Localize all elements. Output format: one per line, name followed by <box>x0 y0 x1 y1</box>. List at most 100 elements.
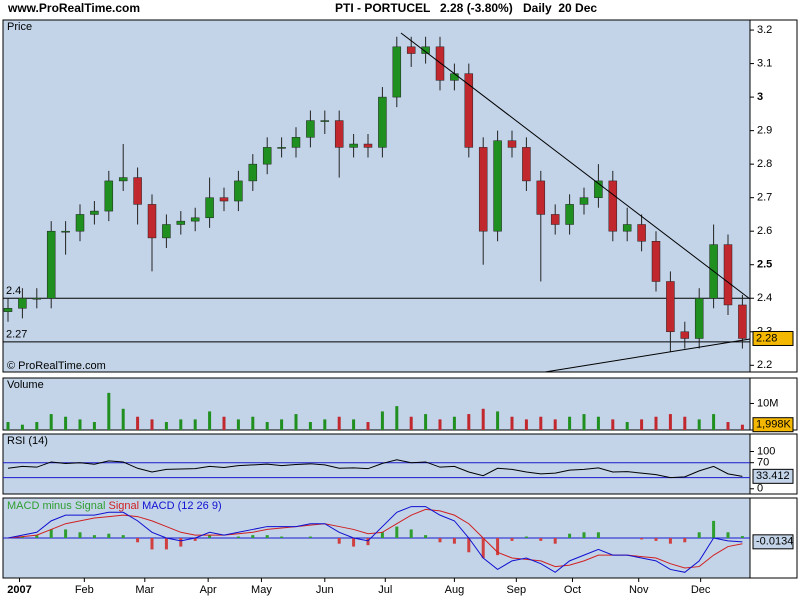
candle-body <box>320 120 330 122</box>
histogram-bar <box>568 533 572 538</box>
volume-bar <box>726 422 730 430</box>
candle-body <box>234 180 243 202</box>
volume-bar <box>553 419 557 430</box>
panel-background <box>2 433 751 495</box>
histogram-bar <box>136 538 140 543</box>
histogram-bar <box>35 535 39 538</box>
candle-body <box>133 177 142 205</box>
volume-bar <box>265 422 269 430</box>
volume-bar <box>337 416 341 430</box>
candle-body <box>478 147 488 232</box>
histogram-bar <box>64 529 68 538</box>
last-value-box <box>752 534 794 550</box>
histogram-bar <box>697 532 701 538</box>
volume-bar <box>740 424 744 430</box>
histogram-bar <box>582 532 586 538</box>
candle-body <box>666 281 675 333</box>
volume-bar <box>92 422 96 430</box>
histogram-bar <box>150 538 154 550</box>
histogram-bar <box>539 538 543 541</box>
volume-bar <box>164 422 168 430</box>
candle-body <box>18 297 27 309</box>
histogram-bar <box>121 535 125 538</box>
level-label: 2.27 <box>6 329 27 341</box>
candle-body <box>738 304 747 339</box>
candle-body <box>162 224 171 239</box>
histogram-bar <box>510 538 514 541</box>
histogram-bar <box>193 538 197 541</box>
volume-bar <box>424 414 428 430</box>
candle-body <box>651 241 661 282</box>
macd-params: (12 26 9) <box>178 500 222 512</box>
histogram-bar <box>395 526 399 538</box>
y-tick-label: 3 <box>757 91 763 103</box>
volume-bar <box>640 419 644 430</box>
candle-body <box>421 46 430 54</box>
candle-body <box>392 46 402 98</box>
volume-bar <box>438 419 442 430</box>
histogram-bar <box>164 538 168 550</box>
candle-body <box>363 143 373 148</box>
histogram-bar <box>409 529 413 538</box>
volume-bar <box>380 411 384 430</box>
candle-body <box>406 46 416 54</box>
volume-bar <box>49 414 53 430</box>
histogram-bar <box>280 536 284 538</box>
last-value: 2.28 <box>756 332 777 344</box>
candle-body <box>75 214 85 232</box>
y-tick-label: 3.2 <box>757 24 772 36</box>
volume-bar <box>697 419 701 430</box>
candle-body <box>118 177 128 182</box>
trend-line <box>400 32 751 300</box>
candle-body <box>723 244 733 306</box>
volume-bar <box>107 392 111 430</box>
x-tick-label: Apr <box>200 584 217 596</box>
histogram-bar <box>352 538 356 547</box>
candle-body <box>190 217 200 222</box>
volume-bar <box>582 414 586 430</box>
volume-bar <box>294 414 298 430</box>
volume-bar <box>712 414 716 430</box>
histogram-bar <box>481 538 485 558</box>
volume-bar <box>510 416 514 430</box>
volume-bar <box>668 414 672 430</box>
volume-bar <box>366 422 370 430</box>
histogram-bar <box>308 536 312 538</box>
histogram-bar <box>596 532 600 538</box>
histogram-bar <box>380 532 384 538</box>
volume-bar <box>78 419 82 430</box>
rsi-line <box>7 459 743 479</box>
histogram-bar <box>712 520 716 538</box>
last-value: 1,998K <box>756 419 792 431</box>
histogram-bar <box>337 538 341 544</box>
x-tick-label: Nov <box>629 584 649 596</box>
histogram-bar <box>179 538 183 547</box>
site-name[interactable]: www.ProRealTime.com <box>7 1 140 15</box>
volume-bar <box>64 416 68 430</box>
panel-title: RSI (14) <box>7 435 48 447</box>
y-tick-label: 2.2 <box>757 359 772 371</box>
histogram-bar <box>524 536 528 538</box>
candle-body <box>493 140 502 232</box>
volume-bar <box>496 411 500 430</box>
candle-body <box>277 147 286 149</box>
candle-body <box>694 297 704 339</box>
histogram-bar <box>208 535 212 538</box>
y-tick-label: 2.4 <box>757 292 772 304</box>
last-value-box <box>752 417 794 433</box>
y-tick-label: 2.9 <box>757 125 772 137</box>
histogram-bar <box>107 533 111 538</box>
histogram-bar <box>78 532 82 538</box>
level-label: 2.4 <box>6 285 21 297</box>
last-value-box <box>752 330 794 346</box>
volume-bar <box>179 419 183 430</box>
axis-background <box>749 19 798 373</box>
candle-body <box>522 147 531 182</box>
y-tick-label: 3.1 <box>757 57 772 69</box>
y-tick-label: 2.6 <box>757 225 772 237</box>
volume-bar <box>222 416 226 430</box>
copyright: © ProRealTime.com <box>7 360 106 372</box>
volume-bar <box>539 416 543 430</box>
histogram-bar <box>740 536 744 538</box>
